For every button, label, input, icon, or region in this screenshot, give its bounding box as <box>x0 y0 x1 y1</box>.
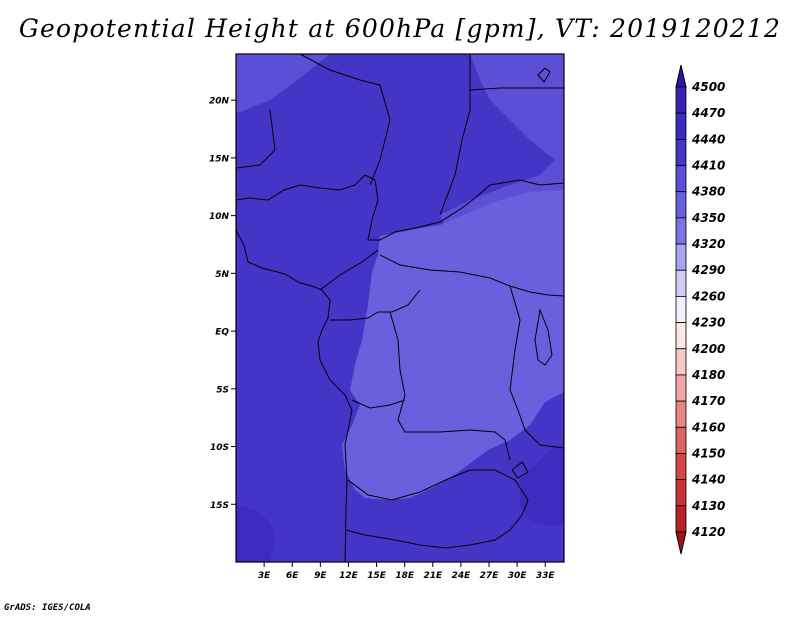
colorbar-label-5: 4350 <box>691 211 725 225</box>
colorbar-label-3: 4410 <box>691 159 725 173</box>
x-tick-label-4: 15E <box>367 571 387 581</box>
colorbar-segment-12 <box>675 400 687 428</box>
colorbar-segment-15 <box>675 479 687 507</box>
colorbar-segment-11 <box>675 374 687 402</box>
colorbar-label-4: 4380 <box>691 185 725 199</box>
x-tick-label-10: 33E <box>536 571 556 581</box>
colorbar-segment-3 <box>675 165 687 193</box>
map-frame <box>235 53 565 563</box>
colorbar: 4500 4470 4440 4410 4380 4350 4320 4290 4260 4230… <box>675 64 725 555</box>
x-tick-label-7: 24E <box>452 571 472 581</box>
y-tick-label-7: 15S <box>210 501 229 511</box>
colorbar-label-17: 4120 <box>691 525 725 539</box>
y-axis: 20N 15N 10N 5N EQ 5S 10S 15S <box>209 97 236 511</box>
colorbar-segment-5 <box>675 217 687 245</box>
y-tick-label-4: EQ <box>215 328 229 338</box>
colorbar-segment-2 <box>675 138 687 166</box>
colorbar-segment-4 <box>675 191 687 219</box>
colorbar-label-6: 4320 <box>691 237 725 251</box>
colorbar-label-7: 4290 <box>691 263 725 277</box>
colorbar-segment-14 <box>675 453 687 481</box>
y-tick-label-1: 15N <box>209 154 230 164</box>
x-tick-label-2: 9E <box>314 571 327 581</box>
field-region-southeast <box>520 445 564 525</box>
x-tick-label-5: 18E <box>395 571 415 581</box>
chart-title: Geopotential Height at 600hPa [gpm], VT:… <box>18 14 782 43</box>
colorbar-label-10: 4200 <box>691 342 725 356</box>
x-tick-label-0: 3E <box>258 571 271 581</box>
colorbar-label-12: 4170 <box>691 394 725 408</box>
country-borders <box>235 53 565 563</box>
colorbar-segment-1 <box>675 112 687 140</box>
x-tick-label-9: 30E <box>508 571 528 581</box>
colorbar-bottom-arrow <box>675 531 687 555</box>
map-area <box>235 53 565 563</box>
colorbar-label-8: 4260 <box>691 289 725 303</box>
colorbar-segment-0 <box>675 86 687 114</box>
colorbar-segment-8 <box>675 296 687 323</box>
credit-text: GrADS: IGES/COLA <box>4 603 91 613</box>
field-region-southwest <box>236 505 275 562</box>
x-tick-label-6: 21E <box>423 571 443 581</box>
colorbar-label-1: 4470 <box>691 106 725 120</box>
field-region-central <box>342 190 564 500</box>
x-tick-label-8: 27E <box>480 571 500 581</box>
colorbar-segment-16 <box>675 505 687 533</box>
colorbar-label-9: 4230 <box>691 316 725 330</box>
x-axis: 3E 6E 9E 12E 15E 18E 21E 24E 27E 30E 33E <box>258 562 556 581</box>
colorbar-segment-13 <box>675 426 687 454</box>
field-region-northwest <box>236 54 330 112</box>
colorbar-label-14: 4150 <box>691 446 725 460</box>
x-tick-label-1: 6E <box>286 571 299 581</box>
y-tick-label-6: 10S <box>210 443 229 453</box>
y-tick-label-0: 20N <box>209 97 230 107</box>
colorbar-label-15: 4140 <box>691 473 725 487</box>
colorbar-segment-10 <box>675 348 687 376</box>
y-tick-label-3: 5N <box>215 270 229 280</box>
colorbar-label-16: 4130 <box>691 499 725 513</box>
x-tick-label-3: 12E <box>339 571 359 581</box>
colorbar-label-13: 4160 <box>691 420 725 434</box>
colorbar-label-2: 4440 <box>691 132 725 146</box>
y-tick-label-2: 10N <box>209 212 230 222</box>
colorbar-label-11: 4180 <box>691 368 725 382</box>
y-tick-label-5: 5S <box>216 385 229 395</box>
colorbar-segment-6 <box>675 243 687 271</box>
colorbar-segment-9 <box>675 322 687 350</box>
colorbar-top-arrow <box>675 64 687 88</box>
colorbar-segment-7 <box>675 269 687 297</box>
colorbar-label-0: 4500 <box>691 80 725 94</box>
